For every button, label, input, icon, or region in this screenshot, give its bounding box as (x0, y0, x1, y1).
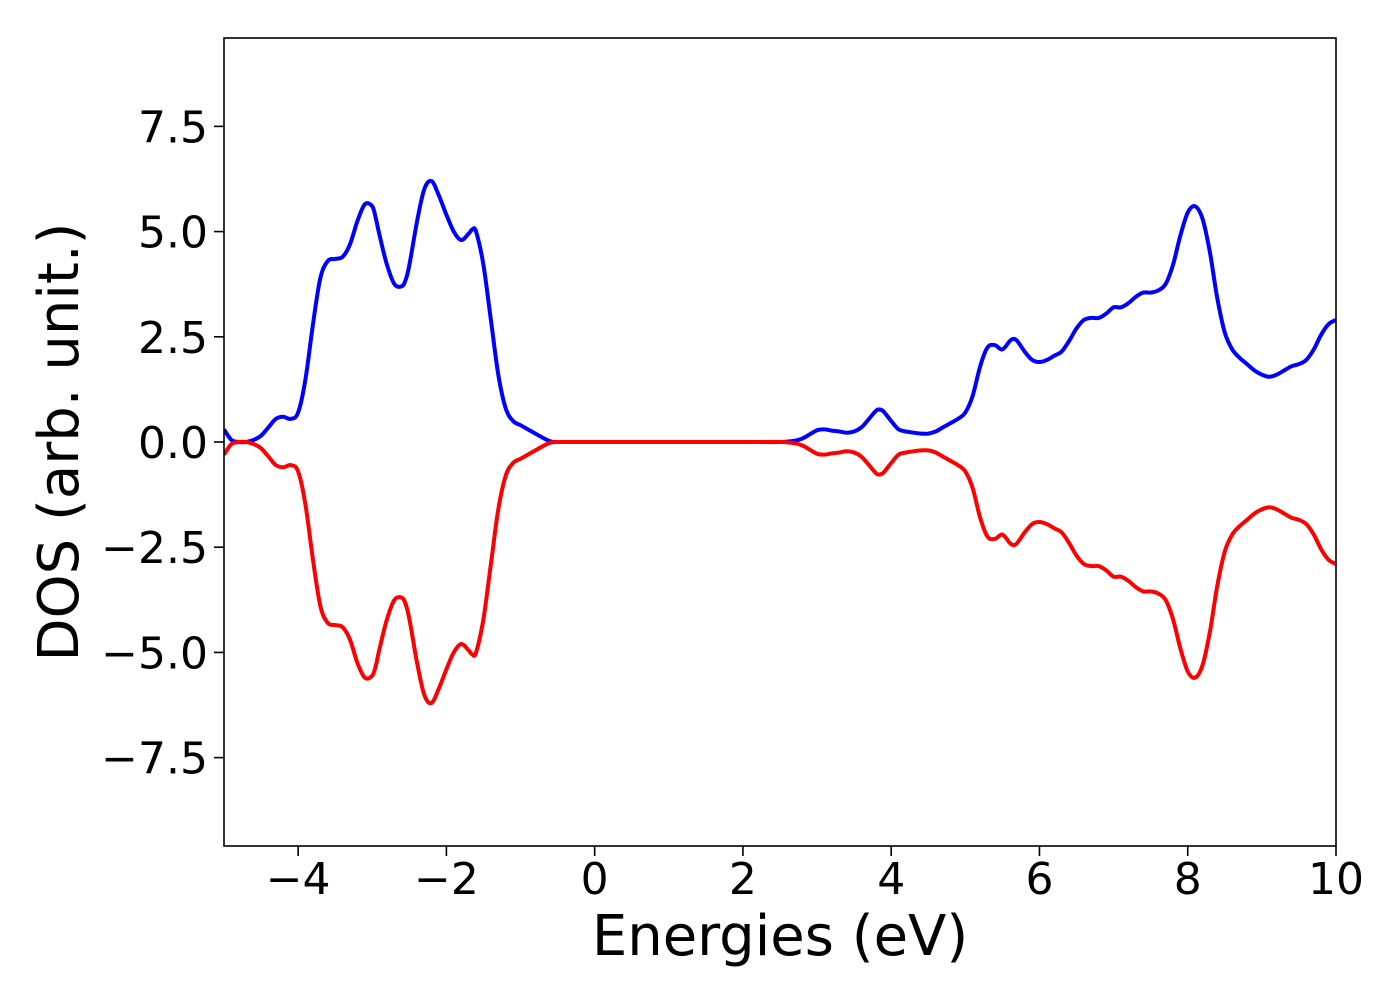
x-tick-label: 6 (1025, 854, 1053, 905)
y-tick-label: 7.5 (138, 102, 208, 153)
x-tick-label: 4 (877, 854, 905, 905)
y-tick-label: −2.5 (101, 523, 208, 574)
y-tick-label: −7.5 (101, 734, 208, 785)
x-tick-label: 10 (1308, 854, 1364, 905)
x-axis-label: Energies (eV) (592, 904, 968, 969)
y-tick-label: 5.0 (138, 208, 208, 259)
x-axis: −4 −2 0 2 4 6 8 10 (266, 846, 1364, 905)
x-tick-label: 8 (1174, 854, 1202, 905)
series-layer (224, 178, 1336, 706)
x-tick-label: −2 (414, 854, 479, 905)
series-line-2 (224, 439, 1336, 706)
y-tick-label: 2.5 (138, 313, 208, 364)
y-axis: −7.5 −5.0 −2.5 0.0 2.5 5.0 7.5 (101, 102, 224, 785)
y-tick-label: 0.0 (138, 418, 208, 469)
y-axis-label: DOS (arb. unit.) (27, 222, 92, 661)
y-tick-label: −5.0 (101, 628, 208, 679)
x-tick-label: 2 (729, 854, 757, 905)
x-tick-label: −4 (266, 854, 331, 905)
series-line-1 (224, 178, 1336, 445)
x-tick-label: 0 (581, 854, 609, 905)
